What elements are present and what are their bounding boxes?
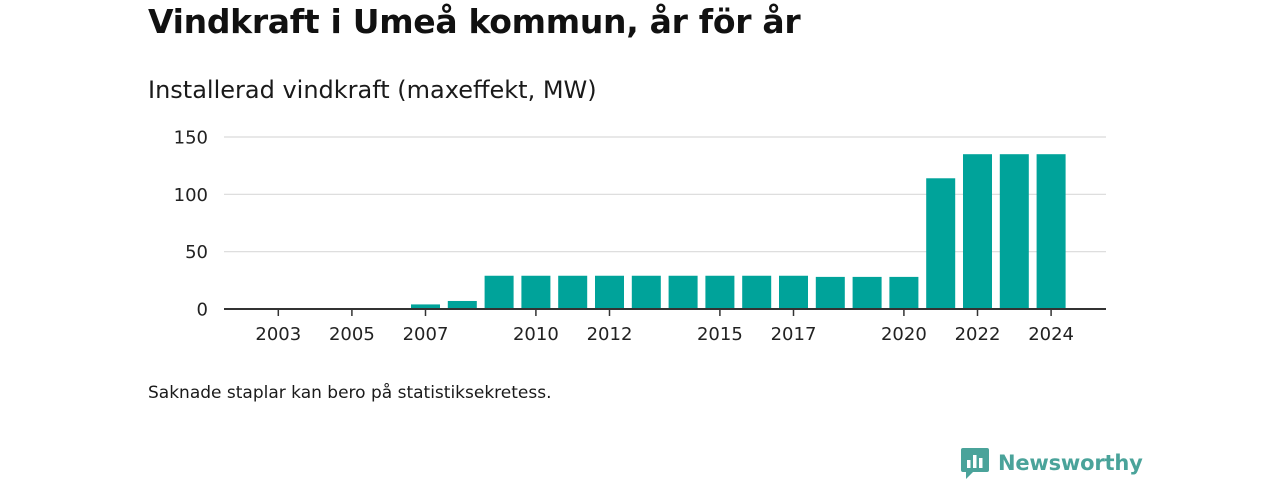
x-tick-label: 2017 [771,324,817,345]
x-axis-ticks [277,309,1052,316]
y-tick-label: 150 [174,128,208,149]
bar-2020 [889,276,919,309]
chart-subtitle: Installerad vindkraft (maxeffekt, MW) [148,76,597,104]
bar-2010 [521,275,551,309]
footnote: Saknade staplar kan bero på statistiksek… [148,383,552,403]
bar-2013 [631,275,661,309]
x-tick-label: 2007 [403,324,449,345]
x-tick-label: 2010 [513,324,559,345]
x-tick-label: 2005 [329,324,375,345]
y-tick-label: 0 [197,300,208,321]
bar-2017 [779,275,808,309]
bar-2019 [852,276,882,309]
bar-2024 [1036,154,1066,309]
y-axis-tick-labels: 0 50 100 150 [174,128,208,321]
y-tick-label: 100 [174,185,208,206]
brand: Newsworthy [960,446,1143,480]
x-tick-label: 2012 [587,324,633,345]
brand-name: Newsworthy [998,451,1143,475]
bar-2022 [963,154,992,309]
x-tick-label: 2003 [255,324,301,345]
chart-title: Vindkraft i Umeå kommun, år för år [148,2,801,41]
bar-2012 [595,275,624,309]
bar-2008 [447,300,477,309]
x-tick-label: 2015 [697,324,743,345]
bars [411,154,1066,309]
x-tick-label: 2024 [1028,324,1074,345]
bar-2011 [558,275,588,309]
bar-2023 [999,154,1029,309]
newsworthy-logo-icon [961,448,989,479]
y-tick-label: 50 [185,242,208,263]
bar-2018 [815,276,845,309]
x-tick-label: 2022 [955,324,1001,345]
bar-2014 [668,275,698,309]
bar-2021 [926,178,956,309]
bar-2007 [411,304,440,309]
x-tick-label: 2020 [881,324,927,345]
bar-2009 [484,275,514,309]
x-axis-tick-labels: 2003 2005 2007 2010 2012 2015 2017 2020 2022 2024 [255,324,1074,345]
bar-2016 [742,275,772,309]
bar-2015 [705,275,735,309]
gridlines [224,136,1106,253]
